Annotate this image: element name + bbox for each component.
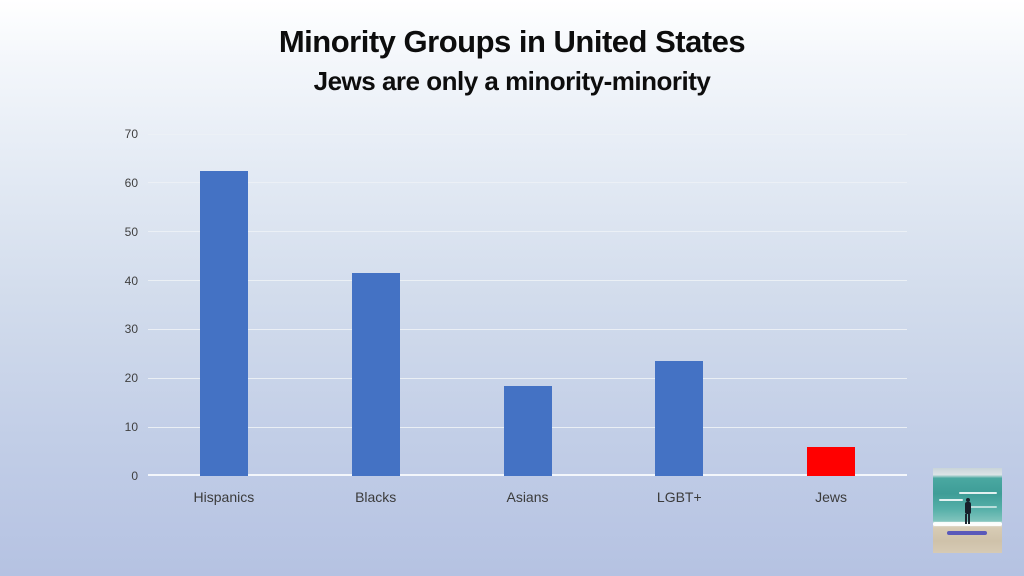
gridline-70 xyxy=(148,133,907,135)
gridline-60 xyxy=(148,182,907,184)
y-tick-label-10: 10 xyxy=(124,420,138,435)
y-tick-label-30: 30 xyxy=(124,322,138,337)
person-body xyxy=(964,502,971,514)
y-tick-label-60: 60 xyxy=(124,175,138,190)
bar-jews xyxy=(807,446,856,476)
y-tick-label-20: 20 xyxy=(124,371,138,386)
bar-hispanics xyxy=(199,170,248,476)
x-axis-label-hispanics: Hispanics xyxy=(193,489,255,505)
photo-watermark xyxy=(947,531,987,535)
y-tick-label-70: 70 xyxy=(124,127,138,141)
y-tick-label-50: 50 xyxy=(124,224,138,239)
y-tick-label-40: 40 xyxy=(124,273,138,288)
bar-blacks xyxy=(351,273,400,476)
x-axis-label-jews: Jews xyxy=(815,489,848,505)
x-axis-label-lgbt-: LGBT+ xyxy=(656,489,702,505)
x-axis-label-asians: Asians xyxy=(506,489,549,505)
person-head xyxy=(965,498,970,502)
person-legs xyxy=(965,514,970,524)
wave-foam-icon xyxy=(939,499,963,501)
gridline-50 xyxy=(148,231,907,233)
wave-foam-icon xyxy=(959,492,997,494)
chart-title: Minority Groups in United States xyxy=(278,24,746,59)
x-axis-label-blacks: Blacks xyxy=(355,489,397,505)
plot-area xyxy=(148,133,907,476)
wave-foam-icon xyxy=(967,506,997,508)
person-silhouette xyxy=(964,498,971,524)
beach-photo xyxy=(933,468,1002,553)
y-tick-label-0: 0 xyxy=(131,469,138,483)
gridline-30 xyxy=(148,328,907,330)
chart-subtitle: Jews are only a minority-minority xyxy=(313,66,711,96)
bar-asians xyxy=(503,385,552,476)
gridline-40 xyxy=(148,280,907,282)
shoreline-foam xyxy=(933,522,1002,526)
gridline-20 xyxy=(148,377,907,379)
bar-lgbt- xyxy=(655,361,704,476)
